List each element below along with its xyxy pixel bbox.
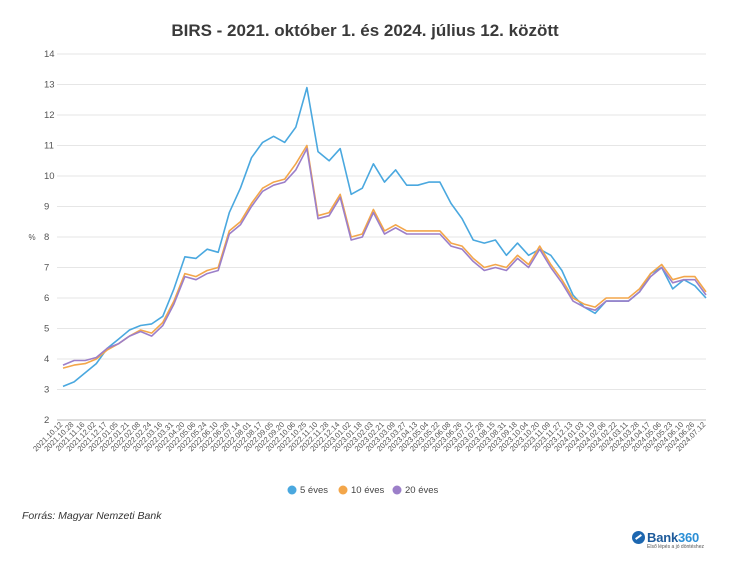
logo-text-number: 360 xyxy=(678,530,700,545)
y-tick-label: 2 xyxy=(44,415,49,426)
y-tick-label: 10 xyxy=(44,171,55,182)
y-tick-label: 9 xyxy=(44,202,49,213)
source-note: Forrás: Magyar Nemzeti Bank xyxy=(22,510,162,522)
y-tick-label: 12 xyxy=(44,110,55,121)
y-axis: 2 3 4 5 6 7 8 9 10 11 12 13 14 xyxy=(44,49,55,426)
legend-marker xyxy=(287,485,297,495)
logo-icon xyxy=(632,531,645,544)
legend: 5 éves 10 éves 20 éves xyxy=(287,485,439,496)
x-axis: 2021.10.122021.10.282021.11.162021.12.02… xyxy=(31,420,707,453)
bank360-logo: Bank360 Első lépés a jó döntéshez xyxy=(632,530,712,556)
series-line xyxy=(62,147,707,366)
series-lines xyxy=(62,86,707,388)
series-line xyxy=(62,86,707,388)
legend-marker xyxy=(338,485,348,495)
y-tick-label: 6 xyxy=(44,293,49,304)
grid xyxy=(57,53,706,421)
y-tick-label: 5 xyxy=(44,324,49,335)
legend-label: 5 éves xyxy=(300,485,328,496)
y-axis-label: % xyxy=(28,233,35,242)
logo-tagline: Első lépés a jó döntéshez xyxy=(647,544,704,550)
logo-text-main: Bank xyxy=(647,530,678,545)
series-line xyxy=(62,144,707,369)
chart-title: BIRS - 2021. október 1. és 2024. július … xyxy=(171,21,559,40)
legend-marker xyxy=(392,485,402,495)
legend-label: 20 éves xyxy=(405,485,439,496)
y-tick-label: 14 xyxy=(44,49,55,60)
y-tick-label: 11 xyxy=(44,141,54,152)
y-tick-label: 8 xyxy=(44,232,49,243)
y-tick-label: 13 xyxy=(44,80,55,91)
legend-label: 10 éves xyxy=(351,485,385,496)
y-tick-label: 3 xyxy=(44,385,49,396)
y-tick-label: 4 xyxy=(44,354,49,365)
y-tick-label: 7 xyxy=(44,263,49,274)
